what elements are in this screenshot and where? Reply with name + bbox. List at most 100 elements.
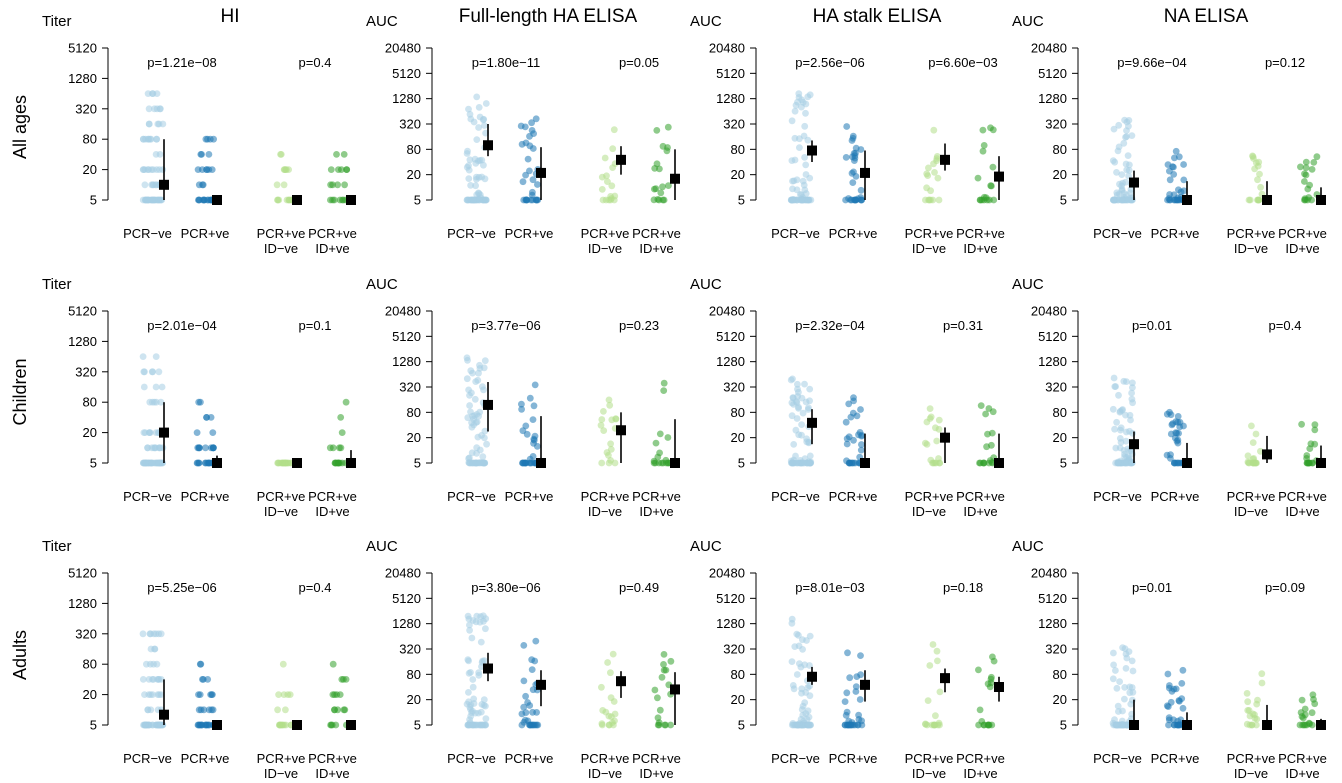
data-point bbox=[793, 671, 801, 678]
y-tick-label: 5 bbox=[738, 718, 745, 733]
y-tick-label: 5120 bbox=[68, 304, 97, 319]
data-point bbox=[1123, 654, 1131, 662]
panel-r2-c1: AUC 5 20 80 320 1280 5120 20480 p=3.80e−06 p=0.49… bbox=[366, 538, 681, 781]
x-category-label: PCR−ve bbox=[447, 489, 496, 504]
data-point bbox=[600, 408, 607, 415]
x-category-label: PCR+ve bbox=[257, 751, 306, 766]
data-point bbox=[1253, 459, 1260, 467]
y-tick-label: 1280 bbox=[1038, 354, 1067, 369]
data-point bbox=[145, 105, 153, 113]
data-point bbox=[1302, 164, 1310, 172]
x-category-label: PCR+ve bbox=[308, 226, 357, 241]
data-point bbox=[1115, 121, 1123, 129]
data-point bbox=[198, 721, 205, 729]
data-point bbox=[152, 398, 160, 406]
data-point bbox=[147, 645, 155, 653]
p-value-label: p=0.05 bbox=[619, 55, 659, 70]
x-category-label: PCR+ve bbox=[581, 226, 630, 241]
summary-marker bbox=[159, 427, 169, 438]
data-point bbox=[664, 123, 672, 131]
data-point bbox=[844, 649, 851, 657]
data-point bbox=[520, 642, 528, 649]
data-point bbox=[936, 459, 943, 467]
data-point bbox=[334, 181, 341, 189]
summary-marker bbox=[940, 432, 950, 443]
data-point bbox=[153, 90, 161, 97]
data-point bbox=[1301, 178, 1308, 185]
data-point bbox=[1164, 670, 1172, 678]
data-point bbox=[976, 196, 984, 204]
data-point bbox=[473, 136, 481, 144]
y-axis-label: AUC bbox=[1012, 13, 1044, 30]
data-point bbox=[974, 174, 982, 182]
data-point bbox=[199, 181, 206, 189]
data-point bbox=[652, 185, 660, 193]
data-point bbox=[653, 126, 661, 134]
data-point bbox=[1110, 374, 1118, 382]
data-point bbox=[605, 459, 613, 467]
y-tick-label: 20 bbox=[407, 167, 421, 182]
data-point bbox=[280, 181, 288, 189]
data-point bbox=[930, 126, 938, 134]
data-point bbox=[608, 182, 616, 190]
panel-r0-c1: AUC 5 20 80 320 1280 5120 20480 p=1.80e−11 p=0.05… bbox=[366, 13, 681, 256]
data-point bbox=[153, 135, 161, 143]
data-point bbox=[1311, 426, 1319, 434]
data-point bbox=[1173, 429, 1181, 437]
data-point bbox=[1170, 191, 1178, 199]
p-value-label: p=3.77e−06 bbox=[471, 318, 540, 333]
data-point bbox=[466, 402, 473, 409]
data-point bbox=[847, 196, 854, 204]
data-point bbox=[520, 703, 528, 711]
data-point bbox=[478, 721, 485, 729]
data-point bbox=[1119, 196, 1126, 204]
x-category-label: PCR−ve bbox=[771, 489, 820, 504]
data-point bbox=[1178, 695, 1186, 702]
data-point bbox=[477, 708, 485, 716]
data-point bbox=[1113, 684, 1121, 692]
y-tick-label: 80 bbox=[83, 657, 97, 672]
data-point bbox=[607, 196, 614, 204]
data-point bbox=[1244, 452, 1252, 460]
data-point bbox=[1243, 690, 1251, 697]
data-point bbox=[610, 126, 618, 134]
data-point bbox=[274, 706, 281, 714]
data-point bbox=[1114, 458, 1122, 466]
data-point bbox=[465, 175, 473, 183]
data-point bbox=[653, 160, 661, 168]
data-point bbox=[1256, 170, 1263, 178]
data-point bbox=[1114, 147, 1122, 155]
x-category-sublabel: ID+ve bbox=[963, 504, 997, 519]
x-category-label: PCR+ve bbox=[308, 489, 357, 504]
data-point bbox=[857, 186, 865, 194]
data-point bbox=[463, 375, 471, 383]
data-point bbox=[1179, 704, 1187, 712]
data-point bbox=[524, 155, 532, 163]
data-point bbox=[157, 691, 165, 698]
panel-r1-c0: Titer 5 20 80 320 1280 5120 p=2.01e−04 p=0.1 PCR−… bbox=[42, 276, 357, 519]
data-point bbox=[159, 166, 167, 174]
data-point bbox=[465, 689, 472, 696]
y-tick-label: 5120 bbox=[392, 329, 421, 344]
column-title-stalk: HA stalk ELISA bbox=[813, 6, 942, 27]
data-point bbox=[799, 646, 806, 653]
data-point bbox=[331, 706, 338, 714]
data-point bbox=[599, 707, 607, 714]
y-tick-label: 320 bbox=[399, 117, 421, 132]
data-point bbox=[856, 696, 864, 703]
data-point bbox=[204, 196, 212, 204]
data-point bbox=[1244, 698, 1252, 706]
data-point bbox=[518, 405, 525, 413]
data-point bbox=[850, 436, 857, 444]
data-point bbox=[469, 196, 477, 204]
data-point bbox=[343, 166, 351, 174]
summary-marker bbox=[292, 720, 302, 730]
summary-marker bbox=[1262, 195, 1272, 205]
data-point bbox=[598, 683, 605, 691]
data-point bbox=[1249, 710, 1257, 718]
data-point bbox=[329, 660, 337, 668]
data-point bbox=[791, 107, 799, 115]
data-point bbox=[476, 459, 483, 467]
data-point bbox=[466, 156, 474, 164]
data-point bbox=[518, 721, 526, 729]
